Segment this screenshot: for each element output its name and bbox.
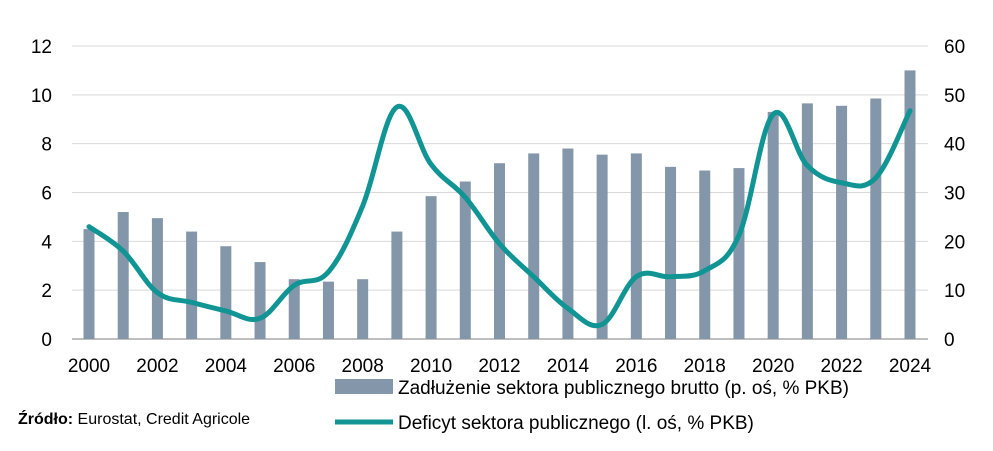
source-note: Źródło: Eurostat, Credit Agricole — [18, 411, 250, 429]
y-axis-left: 0 2 4 6 8 10 12 — [31, 37, 53, 351]
legend: Zadłużenie sektora publicznego brutto (p… — [335, 378, 849, 434]
bar-2019 — [733, 168, 745, 339]
x-tick-label: 2006 — [273, 356, 315, 377]
bar-2009 — [391, 231, 403, 339]
bar-2007 — [322, 281, 334, 339]
x-tick-label: 2000 — [68, 356, 110, 377]
bar-2018 — [699, 170, 711, 339]
bar-2014 — [562, 148, 574, 339]
bar-2023 — [870, 98, 882, 339]
y-right-tick-label: 20 — [944, 232, 965, 253]
bar-2010 — [425, 196, 437, 339]
x-tick-label: 2014 — [547, 356, 590, 377]
x-tick-label: 2004 — [205, 356, 248, 377]
y-left-tick-label: 2 — [41, 281, 52, 302]
bar-2004 — [220, 246, 232, 339]
y-left-tick-label: 6 — [41, 184, 52, 205]
bar-2001 — [117, 212, 129, 339]
bar-2008 — [357, 279, 369, 339]
y-axis-right: 0 10 20 30 40 50 60 — [944, 37, 965, 351]
bar-2013 — [528, 153, 540, 339]
y-right-tick-label: 50 — [944, 86, 965, 107]
bar-2015 — [596, 154, 608, 339]
legend-bar-swatch — [335, 379, 393, 394]
deficit-line — [86, 103, 913, 329]
bar-2017 — [665, 166, 677, 339]
x-axis: 2000 2002 2004 2006 2008 2010 2012 2014 2016 2018… — [68, 356, 932, 377]
y-left-tick-label: 4 — [41, 232, 52, 253]
y-right-tick-label: 30 — [944, 184, 965, 205]
y-right-tick-label: 40 — [944, 135, 965, 156]
legend-line-label: Deficyt sektora publicznego (l. oś, % PK… — [398, 413, 754, 434]
bar-2012 — [494, 163, 505, 339]
x-tick-label: 2020 — [752, 356, 794, 377]
x-tick-label: 2016 — [615, 356, 657, 377]
x-tick-label: 2002 — [136, 356, 178, 377]
source-label: Źródło: — [18, 411, 74, 428]
x-tick-label: 2024 — [889, 356, 932, 377]
bar-series — [83, 70, 916, 340]
x-tick-label: 2008 — [342, 356, 384, 377]
bar-2024 — [904, 70, 916, 340]
bar-2020 — [767, 111, 779, 339]
bar-2002 — [151, 218, 163, 339]
x-tick-label: 2018 — [684, 356, 726, 377]
y-left-tick-label: 8 — [41, 135, 52, 156]
bar-2005 — [254, 262, 266, 339]
bar-2011 — [459, 181, 471, 339]
x-tick-label: 2012 — [478, 356, 520, 377]
line-series — [86, 103, 913, 329]
bar-2016 — [630, 153, 642, 339]
y-right-tick-label: 60 — [944, 37, 965, 58]
y-left-tick-label: 12 — [31, 37, 52, 58]
bar-2006 — [288, 279, 300, 339]
y-left-tick-label: 0 — [41, 330, 52, 351]
y-right-tick-label: 10 — [944, 281, 965, 302]
bar-2021 — [801, 103, 813, 339]
y-left-tick-label: 10 — [31, 86, 52, 107]
bar-2022 — [836, 105, 848, 339]
x-tick-label: 2010 — [410, 356, 452, 377]
bar-2003 — [186, 231, 198, 339]
y-right-tick-label: 0 — [944, 330, 955, 351]
source-text: Eurostat, Credit Agricole — [77, 411, 251, 428]
legend-bar-label: Zadłużenie sektora publicznego brutto (p… — [398, 378, 849, 399]
x-tick-label: 2022 — [820, 356, 862, 377]
bar-2000 — [83, 229, 95, 339]
